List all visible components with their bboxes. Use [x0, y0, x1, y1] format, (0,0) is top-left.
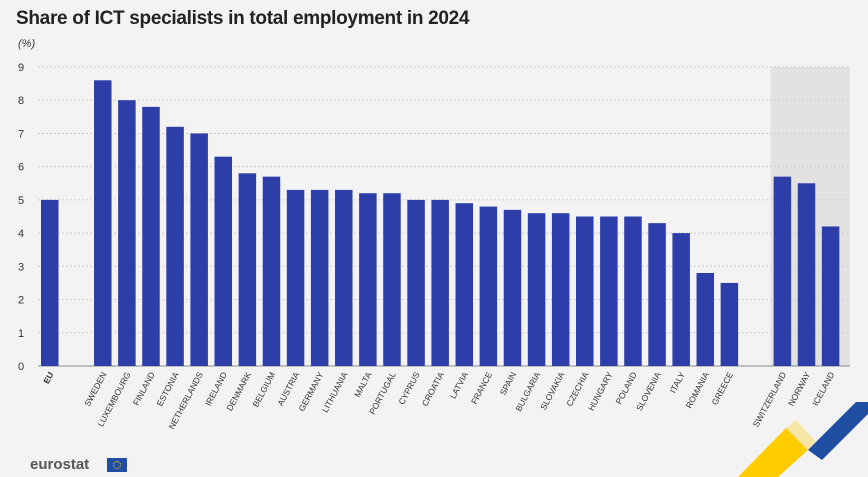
y-tick-label: 5	[18, 195, 24, 207]
bar	[503, 209, 522, 366]
bar	[41, 199, 59, 366]
y-tick-label: 4	[18, 228, 24, 240]
x-tick-label: AUSTRIA	[275, 370, 301, 408]
bar	[821, 226, 840, 366]
bar	[672, 233, 690, 366]
bar	[286, 189, 305, 366]
bar	[797, 183, 816, 366]
x-tick-label: FINLAND	[131, 370, 157, 407]
bar	[94, 80, 112, 367]
chart-title: Share of ICT specialists in total employ…	[16, 8, 470, 29]
x-tick-label: ESTONIA	[155, 370, 181, 408]
x-tick-label: POLAND	[613, 370, 638, 406]
x-tick-label: BELGIUM	[250, 370, 277, 408]
x-tick-label: LATVIA	[448, 370, 470, 400]
bar	[576, 216, 594, 366]
x-tick-label: SWEDEN	[82, 370, 108, 408]
x-tick-label: MALTA	[352, 370, 374, 399]
bar	[214, 156, 233, 366]
x-tick-label: DENMARK	[224, 370, 253, 413]
bar	[696, 272, 715, 366]
y-tick-label: 8	[18, 95, 24, 107]
x-tick-label: SLOVAKIA	[538, 370, 566, 412]
x-tick-label: HUNGARY	[586, 370, 615, 412]
bar	[166, 126, 184, 366]
yellow-chevron-shape	[738, 428, 808, 477]
bar	[190, 133, 208, 366]
bar	[551, 213, 570, 366]
y-tick-label: 6	[18, 162, 24, 174]
bar	[407, 199, 425, 366]
bar	[479, 206, 498, 366]
x-tick-label: SLOVENIA	[634, 370, 663, 413]
y-tick-label: 0	[18, 361, 24, 373]
bar	[773, 176, 792, 366]
bar	[648, 223, 666, 366]
eurostat-logo: eurostat	[30, 456, 90, 473]
y-tick-label: 7	[18, 128, 24, 140]
bar	[720, 282, 739, 366]
x-tick-label: IRELAND	[203, 370, 229, 407]
yellow-chevron-light	[786, 420, 816, 450]
x-tick-label: ITALY	[668, 370, 687, 395]
bar	[142, 106, 160, 366]
x-tick-label: EU	[41, 370, 55, 385]
x-tick-label: CYPRUS	[396, 370, 422, 406]
eu-flag-icon	[107, 458, 127, 472]
y-tick-label: 1	[18, 328, 24, 340]
bar	[335, 189, 353, 366]
bar	[262, 176, 281, 366]
bar	[383, 193, 401, 366]
bar	[527, 213, 546, 366]
x-tick-label: FRANCE	[469, 370, 494, 406]
bar	[624, 216, 642, 366]
blue-chevron-shape	[808, 402, 868, 460]
bar	[431, 199, 449, 366]
bar	[455, 203, 474, 366]
corner-chevron-decoration	[738, 402, 868, 477]
x-tick-label: SPAIN	[498, 370, 519, 397]
bar	[310, 189, 329, 366]
x-tick-label: CZECHIA	[564, 370, 590, 408]
bar	[238, 173, 257, 366]
bar	[359, 193, 377, 366]
y-tick-label: 3	[18, 261, 24, 273]
x-tick-label: CROATIA	[420, 370, 446, 408]
x-tick-label: GREECE	[709, 370, 735, 407]
y-axis-unit: (%)	[18, 38, 36, 50]
y-tick-label: 2	[18, 295, 24, 307]
bar	[600, 216, 618, 366]
y-tick-label: 9	[18, 62, 24, 74]
bar	[118, 100, 136, 366]
x-tick-label: ROMANIA	[684, 370, 712, 410]
